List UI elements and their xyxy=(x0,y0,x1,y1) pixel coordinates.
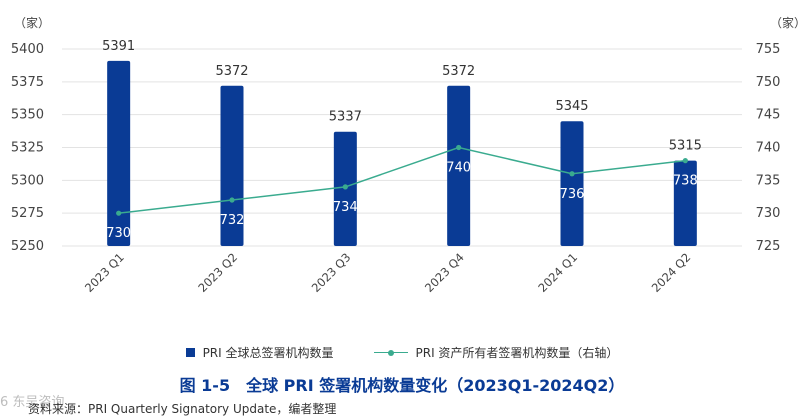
category-label: 2023 Q2 xyxy=(195,250,240,295)
left-axis-unit: （家） xyxy=(14,16,51,30)
bar-value-label: 5337 xyxy=(329,110,362,125)
line-value-label: 732 xyxy=(220,213,245,228)
right-tick-label: 725 xyxy=(756,239,781,254)
bar-line-chart: 5250 5275 5300 5325 5350 5375 5400 725 730 735 740… xyxy=(11,39,781,295)
left-tick-label: 5350 xyxy=(11,108,44,123)
left-tick-label: 5400 xyxy=(11,42,44,57)
left-tick-label: 5275 xyxy=(11,206,44,221)
watermark: 6 东吴咨询 xyxy=(0,395,65,410)
line-point xyxy=(116,210,122,216)
line-point xyxy=(342,184,348,190)
line-value-label: 734 xyxy=(333,200,358,215)
right-tick-label: 730 xyxy=(756,206,781,221)
left-tick-label: 5325 xyxy=(11,141,44,156)
right-axis-unit: （家） xyxy=(770,16,804,30)
line-point xyxy=(229,197,235,203)
bar xyxy=(560,121,584,246)
left-tick-label: 5250 xyxy=(11,239,44,254)
figure-caption: 图 1-5 全球 PRI 签署机构数量变化（2023Q1-2024Q2） xyxy=(179,376,625,395)
legend-bar-label: PRI 全球总签署机构数量 xyxy=(202,346,334,360)
right-tick-label: 740 xyxy=(756,141,781,156)
bar-value-label: 5315 xyxy=(669,139,702,154)
legend-line-swatch xyxy=(373,348,408,358)
right-tick-label: 735 xyxy=(756,173,781,188)
category-label: 2024 Q2 xyxy=(649,250,694,295)
bar xyxy=(447,85,471,246)
bar-value-label: 5345 xyxy=(555,99,588,114)
bar xyxy=(220,85,244,246)
bar-value-label: 5391 xyxy=(102,39,135,54)
source-note: 资料来源：PRI Quarterly Signatory Update，编者整理 xyxy=(28,402,337,416)
right-tick-label: 755 xyxy=(756,42,781,57)
bar xyxy=(107,60,131,246)
bar-value-label: 5372 xyxy=(215,64,248,79)
legend-item-bar: PRI 全球总签署机构数量 xyxy=(185,344,334,361)
left-tick-label: 5300 xyxy=(11,173,44,188)
legend-item-line: PRI 资产所有者签署机构数量（右轴） xyxy=(373,344,619,361)
line-point xyxy=(682,158,688,164)
legend: PRI 全球总签署机构数量 PRI 资产所有者签署机构数量（右轴） xyxy=(0,344,804,361)
bar-value-label: 5372 xyxy=(442,64,475,79)
category-label: 2023 Q3 xyxy=(309,250,354,295)
series-line xyxy=(118,146,686,214)
bar xyxy=(673,160,697,246)
category-label: 2023 Q4 xyxy=(422,250,467,295)
line-value-label: 740 xyxy=(446,161,471,176)
line-point xyxy=(456,144,462,151)
right-tick-label: 750 xyxy=(756,75,781,90)
line-point xyxy=(569,171,575,177)
legend-bar-swatch xyxy=(185,348,195,357)
category-label: 2023 Q1 xyxy=(82,250,127,295)
line-value-label: 730 xyxy=(106,226,131,241)
right-tick-label: 745 xyxy=(756,108,781,123)
line-value-label: 738 xyxy=(673,174,698,189)
category-label: 2024 Q1 xyxy=(535,250,580,295)
legend-line-label: PRI 资产所有者签署机构数量（右轴） xyxy=(415,346,619,360)
left-tick-label: 5375 xyxy=(11,75,44,90)
line-value-label: 736 xyxy=(560,187,585,202)
